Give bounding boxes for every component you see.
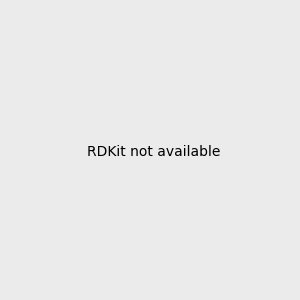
Text: RDKit not available: RDKit not available [87, 145, 220, 158]
